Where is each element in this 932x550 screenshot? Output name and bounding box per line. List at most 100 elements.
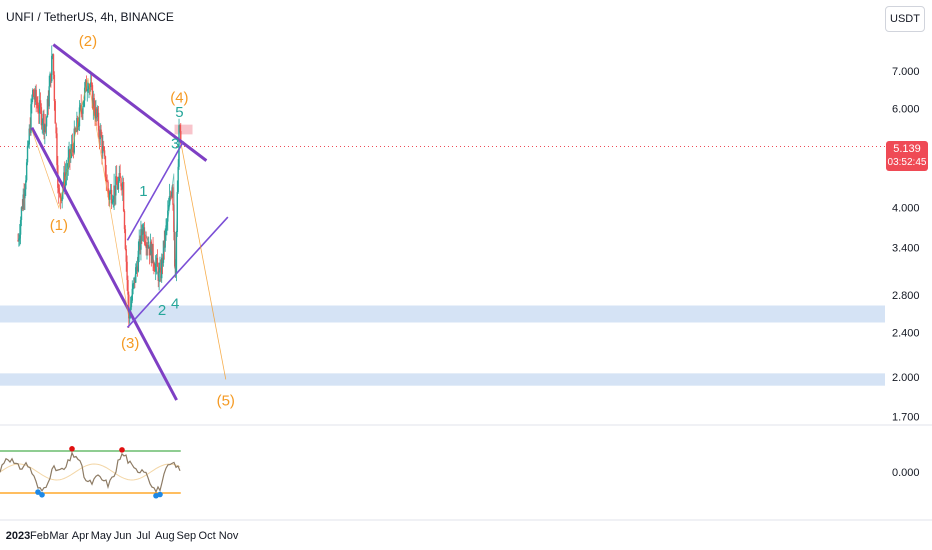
candle: [56, 127, 58, 171]
candle: [25, 175, 27, 197]
candle: [19, 224, 21, 246]
candle: [173, 203, 175, 241]
candle: [115, 165, 117, 205]
x-tick-label: May: [91, 530, 112, 542]
candle: [95, 99, 97, 122]
trendline-channel-top[interactable]: [126, 140, 185, 241]
wave-label: (5): [217, 392, 235, 409]
candle: [70, 134, 73, 159]
candle: [39, 92, 42, 114]
currency-unit-label: USDT: [890, 13, 920, 25]
candle: [143, 221, 146, 246]
candle: [141, 224, 144, 242]
candle: [137, 241, 140, 273]
candle: [167, 197, 170, 212]
wave-label: 4: [171, 295, 179, 312]
candle: [26, 140, 29, 166]
candle: [32, 88, 34, 103]
y-tick-label: 3.400: [892, 242, 920, 254]
candle: [55, 122, 57, 139]
candle: [124, 225, 127, 251]
candle: [96, 105, 99, 122]
candle: [116, 177, 119, 190]
wave-label: 1: [139, 183, 147, 200]
price-tag-countdown: 03:52:45: [887, 157, 927, 168]
candle: [37, 96, 39, 114]
currency-unit-button[interactable]: USDT: [885, 6, 925, 32]
candle: [147, 236, 149, 256]
candle: [27, 140, 30, 148]
candle: [168, 183, 171, 207]
candle: [109, 183, 112, 195]
candle: [30, 98, 32, 136]
support-zone-0: [0, 305, 885, 323]
candle: [152, 237, 154, 271]
y-tick-label: 2.000: [892, 372, 920, 384]
candle: [113, 173, 115, 211]
candle: [103, 140, 105, 152]
candle: [157, 262, 159, 288]
candle: [100, 124, 102, 138]
trendline-channel-bottom[interactable]: [126, 216, 229, 328]
wave-zigzag: [31, 78, 130, 318]
candle: [24, 183, 26, 210]
wave-label: (4): [170, 90, 188, 107]
candle: [167, 200, 169, 231]
candle: [115, 165, 118, 185]
candle: [32, 88, 35, 98]
oscillator-line: [0, 450, 181, 494]
candle: [34, 85, 37, 105]
candle: [45, 114, 47, 134]
candle: [28, 124, 30, 149]
candle: [148, 246, 151, 265]
candle: [114, 185, 116, 206]
candle: [103, 146, 106, 160]
projection-line: [181, 145, 227, 380]
candle: [67, 146, 69, 176]
candle: [110, 183, 113, 209]
candle: [60, 197, 62, 204]
candle: [46, 95, 49, 118]
x-tick-label: Oct: [199, 530, 216, 542]
candle: [159, 256, 161, 273]
candle: [61, 192, 63, 209]
candle: [106, 174, 108, 183]
candle: [104, 155, 107, 182]
candle: [87, 82, 89, 93]
candle: [163, 230, 166, 260]
candle: [111, 194, 114, 205]
trendline-lower[interactable]: [30, 126, 178, 401]
x-tick-label: Apr: [72, 530, 89, 542]
wave-label: 3: [171, 135, 179, 152]
wave-label: 2: [158, 302, 166, 319]
candle: [22, 188, 24, 212]
x-tick-label: 2023: [6, 530, 30, 542]
candle: [86, 80, 88, 102]
oscillator-high-dot: [69, 445, 75, 452]
wave-label: (2): [79, 33, 97, 50]
candle: [47, 90, 50, 115]
price-tag-value: 5.139: [893, 143, 921, 155]
trendline-upper[interactable]: [52, 43, 208, 162]
wave-label: (3): [121, 335, 139, 352]
support-zone-1: [0, 373, 885, 386]
candle: [122, 175, 124, 202]
candle: [25, 158, 28, 183]
candle: [72, 143, 75, 159]
candle: [102, 134, 104, 159]
y-tick-label: 1.700: [892, 412, 920, 424]
candle: [96, 106, 98, 126]
x-tick-label: Jun: [114, 530, 132, 542]
candle: [54, 99, 56, 124]
oscillator-low-dot: [157, 491, 163, 498]
candle: [50, 73, 52, 88]
candle: [172, 183, 174, 211]
oscillator-low-dot: [35, 489, 41, 495]
candle: [139, 235, 141, 255]
x-tick-label: Jul: [136, 530, 150, 542]
candle: [20, 206, 23, 227]
candle: [118, 165, 120, 183]
candle: [52, 53, 55, 80]
